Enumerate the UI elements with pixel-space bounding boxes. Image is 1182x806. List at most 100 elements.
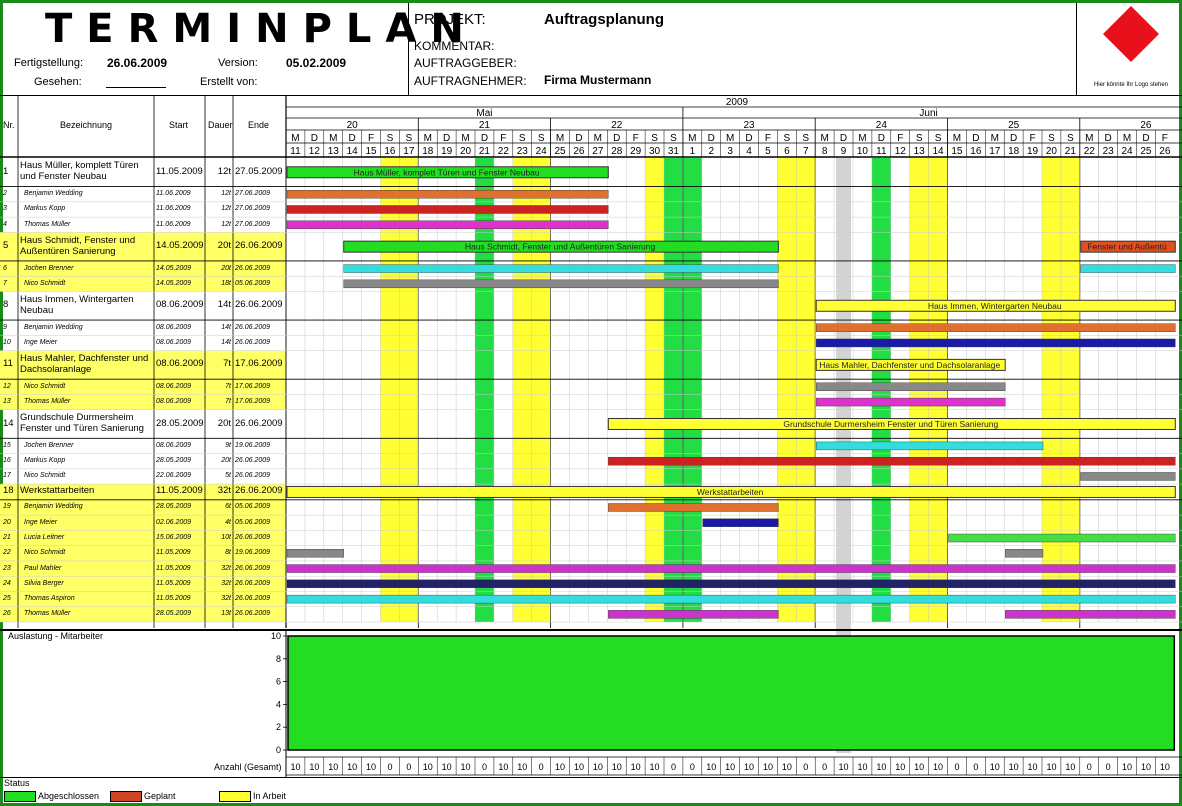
row-nr: 16 — [3, 457, 11, 465]
weekday-label: M — [556, 133, 564, 144]
auslastung-area — [287, 635, 1176, 751]
bar-label: Haus Mahler, Dachfenster und Dachsolaran… — [819, 360, 1000, 370]
legend-label: Geplant — [144, 791, 176, 801]
weekday-label: D — [613, 133, 620, 144]
bar-label: Haus Immen, Wintergarten Neubau — [928, 301, 1062, 311]
count-label: 10 — [933, 762, 943, 772]
row-nr: 22 — [3, 549, 11, 557]
row-start-date: 11.06.2009 — [156, 205, 191, 213]
row-duration: 32t — [221, 595, 231, 603]
person-bar — [1005, 610, 1176, 619]
group-bar — [286, 485, 1176, 498]
date-label: 4 — [746, 146, 752, 157]
weekday-label: S — [538, 133, 545, 144]
weekday-label: F — [1162, 133, 1168, 144]
row-duration: 32t — [221, 564, 231, 572]
date-label: 20 — [460, 146, 472, 157]
row-duration: 12t — [217, 165, 231, 177]
weekday-label: M — [858, 133, 866, 144]
auslastung-label: Auslastung - Mitarbeiter — [8, 631, 104, 641]
weekday-label: S — [387, 133, 394, 144]
row-highlight — [0, 545, 286, 561]
date-label: 12 — [895, 146, 907, 157]
row-start-date: 28.05.2009 — [156, 610, 192, 618]
weekday-label: F — [897, 133, 903, 144]
row-nr: 3 — [3, 205, 7, 213]
weekday-label: D — [708, 133, 715, 144]
weekday-label: M — [688, 133, 696, 144]
row-nr: 11 — [3, 358, 13, 370]
weekday-label: M — [991, 133, 999, 144]
weekend-column — [399, 158, 419, 622]
date-label: 15 — [951, 146, 963, 157]
count-label: 10 — [612, 762, 622, 772]
date-label: 8 — [822, 146, 828, 157]
week-label: 22 — [611, 120, 623, 131]
count-label: 10 — [876, 762, 886, 772]
row-end-date: 26.06.2009 — [235, 485, 283, 497]
weekend-column — [796, 158, 816, 622]
weekday-label: F — [765, 133, 771, 144]
task-group-name: Grundschule Durmersheim Fenster und Türe… — [20, 412, 144, 434]
weekend-column — [1042, 158, 1061, 622]
date-label: 3 — [727, 146, 733, 157]
row-end-date: 26.06.2009 — [235, 240, 283, 252]
row-duration: 10t — [221, 533, 231, 541]
task-person-name: Nico Schmidt — [24, 279, 66, 287]
week-label: 23 — [743, 120, 755, 131]
count-label: 10 — [423, 762, 433, 772]
anzahl-label: Anzahl (Gesamt) — [214, 762, 282, 772]
person-bar — [702, 518, 779, 527]
holiday-column — [682, 158, 702, 622]
person-bar — [816, 338, 1176, 348]
date-label: 9 — [841, 146, 847, 157]
date-label: 6 — [784, 146, 790, 157]
date-label: 29 — [630, 146, 642, 157]
count-label: 10 — [309, 762, 319, 772]
row-start-date: 11.06.2009 — [156, 190, 191, 198]
group-bar — [815, 299, 1176, 312]
gesehen-label: Gesehen: — [34, 76, 82, 88]
legend-label: Abgeschlossen — [38, 791, 100, 801]
row-end-date: 05.06.2009 — [235, 503, 271, 511]
row-start-date: 11.05.2009 — [156, 549, 191, 557]
row-end-date: 26.06.2009 — [235, 264, 271, 272]
count-label: 10 — [631, 762, 641, 772]
person-bar — [286, 205, 609, 214]
auftragnehmer-label: AUFTRAGNEHMER: — [414, 74, 527, 88]
date-label: 24 — [536, 146, 548, 157]
row-start-date: 08.06.2009 — [156, 382, 192, 390]
task-person-name: Inge Meier — [24, 338, 58, 346]
row-duration: 7t — [225, 398, 231, 406]
auftraggeber-label: AUFTRAGGEBER: — [414, 56, 517, 70]
date-label: 16 — [384, 146, 396, 157]
row-duration: 18t — [221, 279, 231, 287]
fertigstellung-label: Fertigstellung: — [14, 57, 84, 69]
count-label: 10 — [1046, 762, 1056, 772]
row-start-date: 11.05.2009 — [156, 579, 191, 587]
row-end-date: 26.06.2009 — [235, 457, 271, 465]
count-label: 10 — [990, 762, 1000, 772]
row-duration: 4t — [225, 518, 231, 526]
count-label: 10 — [1141, 762, 1151, 772]
weekday-label: M — [726, 133, 734, 144]
y-tick-label: 2 — [276, 722, 281, 732]
count-label: 10 — [1122, 762, 1132, 772]
row-nr: 26 — [3, 610, 11, 618]
weekday-label: S — [651, 133, 658, 144]
task-person-name: Thomas Müller — [24, 610, 71, 618]
count-label: 0 — [671, 762, 676, 772]
count-label: 10 — [725, 762, 735, 772]
weekday-label: M — [461, 133, 469, 144]
date-label: 22 — [498, 146, 510, 157]
person-bar — [1005, 549, 1044, 558]
date-label: 15 — [365, 146, 377, 157]
row-nr: 18 — [3, 485, 14, 497]
date-label: 23 — [517, 146, 529, 157]
row-start-date: 11.05.2009 — [156, 595, 191, 603]
count-label: 10 — [1160, 762, 1170, 772]
bar-label: Werkstattarbeiten — [697, 487, 764, 497]
group-bar — [815, 358, 1006, 371]
page-title: TERMINPLAN — [45, 6, 478, 52]
date-label: 17 — [989, 146, 1001, 157]
